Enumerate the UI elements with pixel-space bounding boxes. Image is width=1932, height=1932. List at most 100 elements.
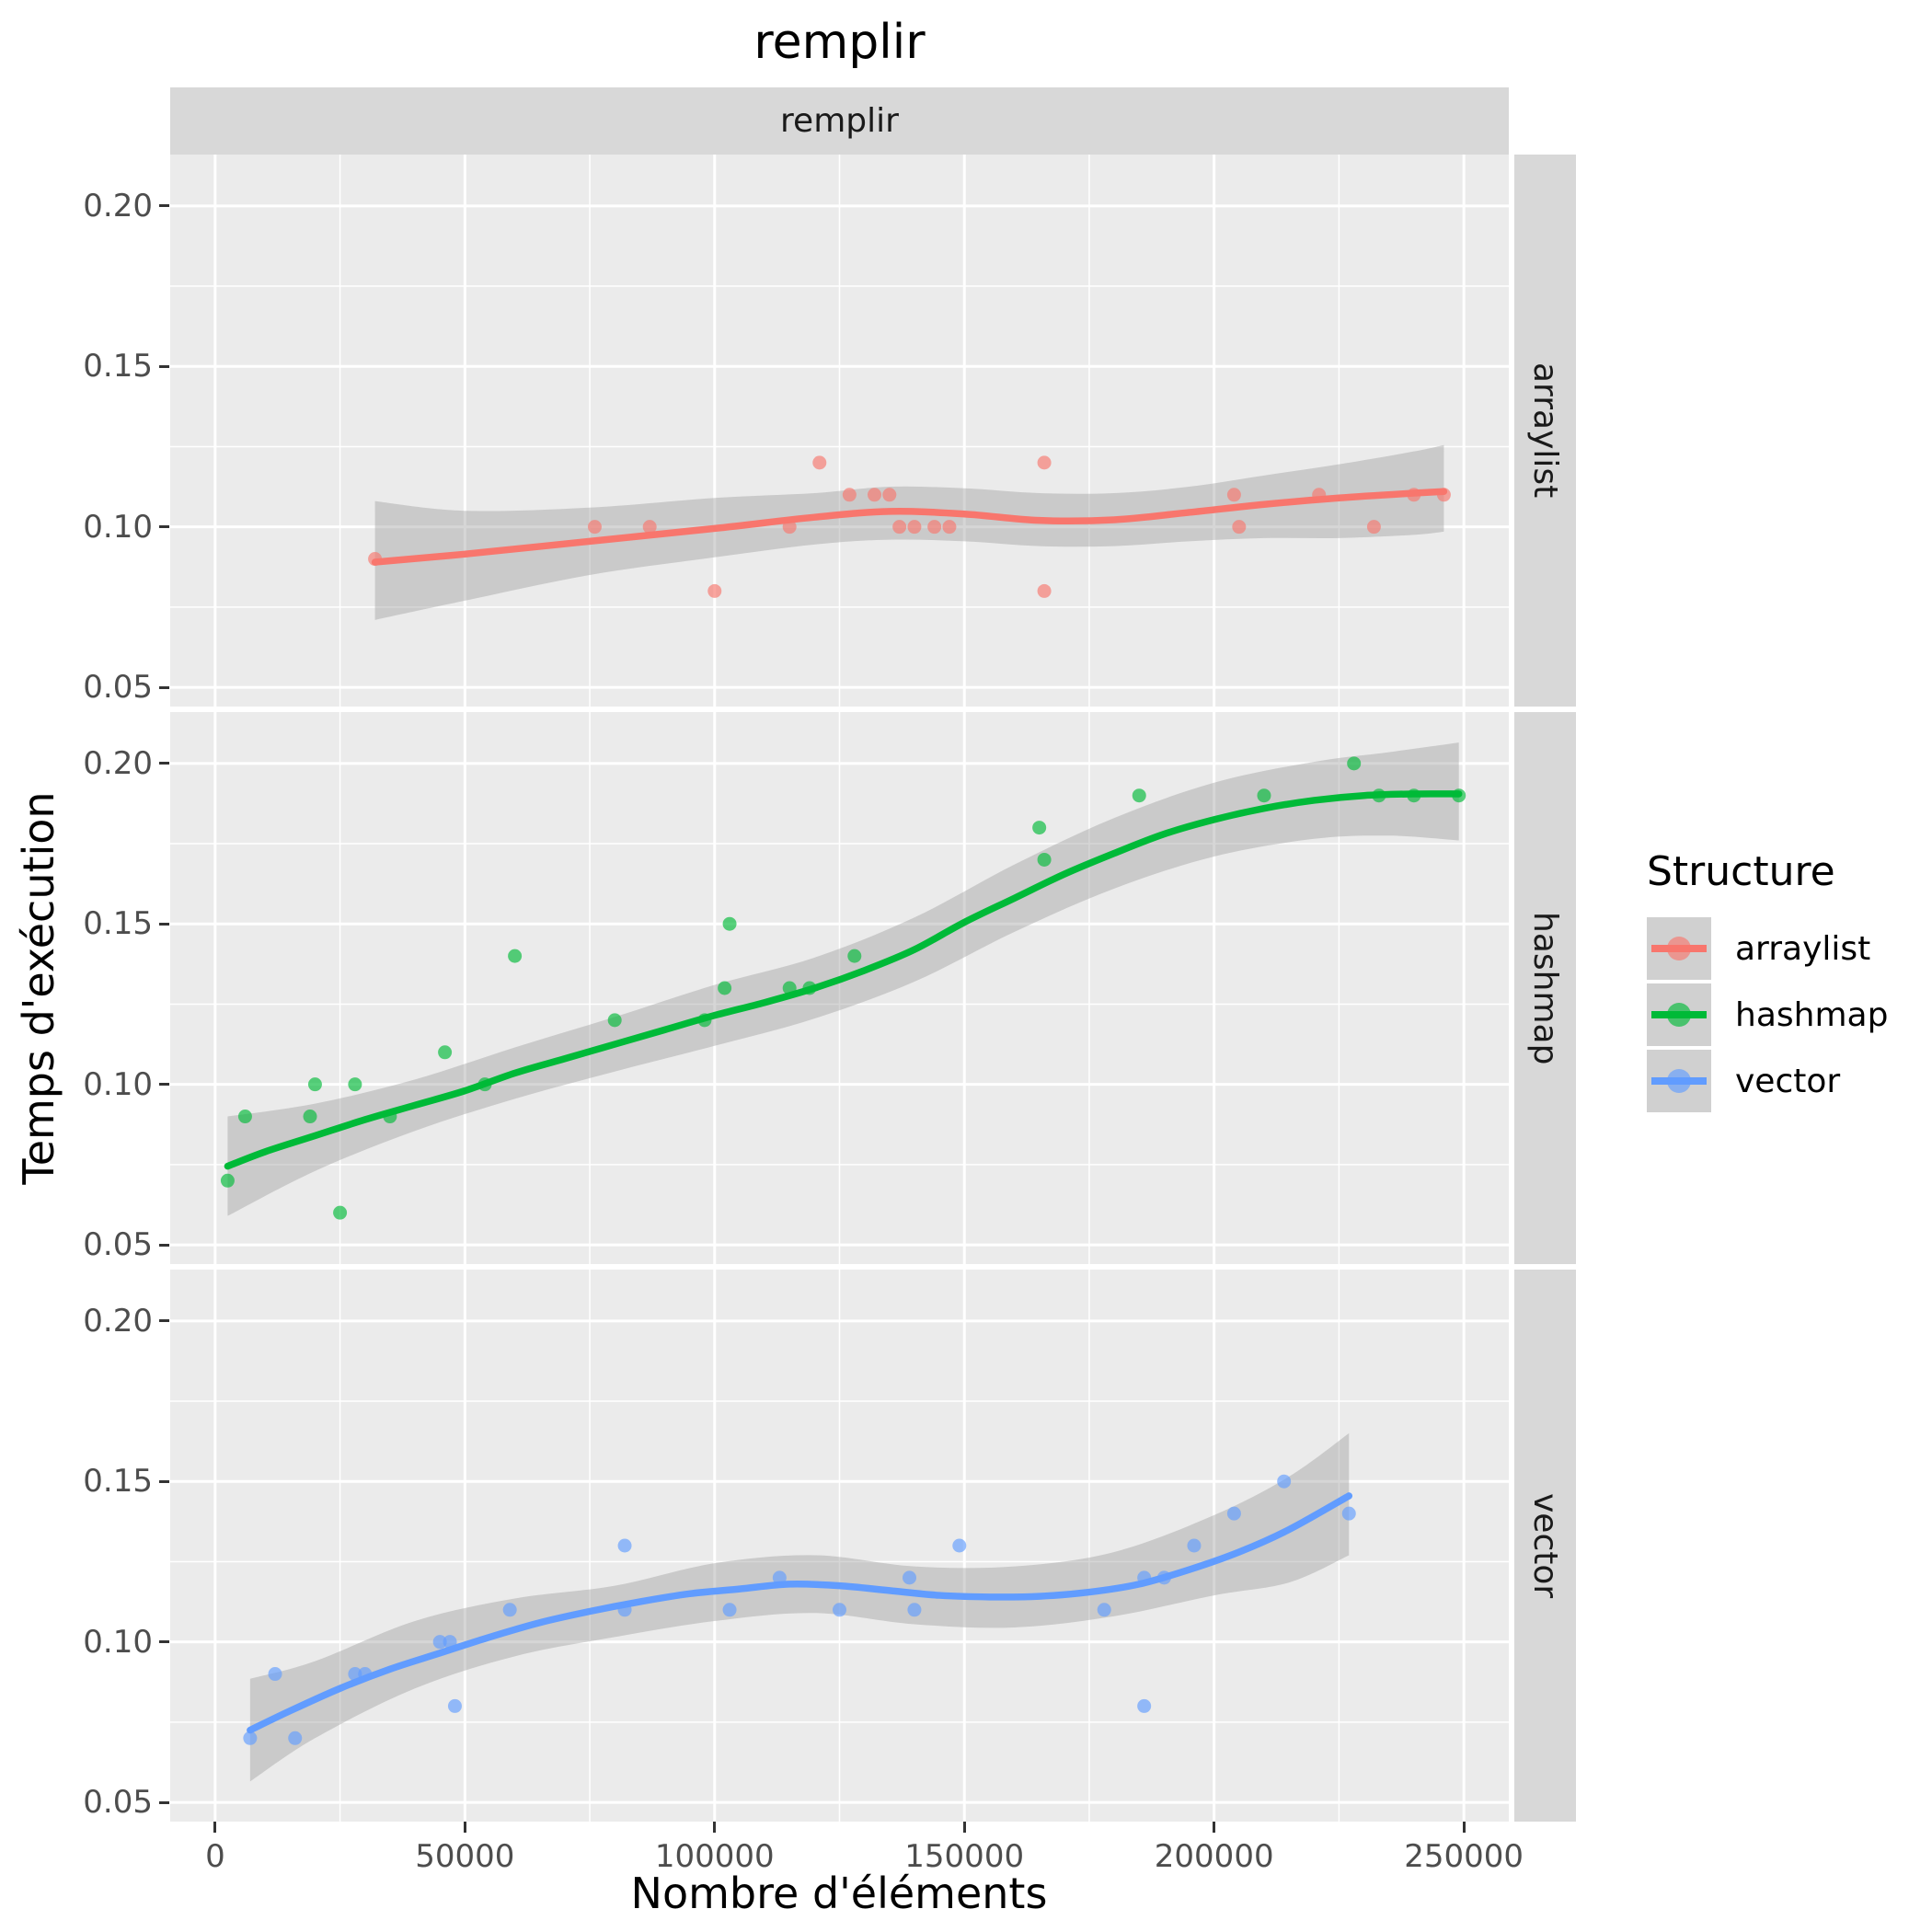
legend-key-arraylist (1647, 917, 1711, 980)
data-point (868, 488, 882, 502)
data-point (447, 1698, 462, 1713)
data-point (368, 552, 383, 567)
data-point (607, 1013, 622, 1028)
x-tick-mark (962, 1822, 966, 1833)
y-tick-mark (159, 525, 169, 529)
data-point (1037, 455, 1052, 470)
data-point (907, 520, 922, 535)
data-point (333, 1205, 348, 1220)
legend-label-hashmap: hashmap (1735, 995, 1889, 1034)
legend-key-hashmap (1647, 983, 1711, 1046)
data-point (443, 1635, 457, 1650)
confidence-ribbon (249, 1432, 1350, 1782)
legend-item-vector: vector (1647, 1050, 1888, 1112)
data-point (383, 1110, 397, 1124)
data-point (1226, 1506, 1241, 1521)
y-tick-mark (159, 685, 169, 689)
data-point (952, 1538, 967, 1553)
y-tick-label: 0.05 (83, 1784, 153, 1822)
data-point (1366, 520, 1381, 535)
data-point (812, 455, 827, 470)
smooth-line (371, 488, 1448, 566)
data-point (833, 1603, 846, 1617)
data-point (1277, 1474, 1292, 1489)
data-point (1232, 520, 1247, 535)
facet-strip-arraylist: arraylist (1514, 155, 1576, 707)
data-point (927, 520, 942, 535)
data-point (1436, 488, 1451, 502)
y-tick-mark (159, 1479, 169, 1483)
data-point (268, 1667, 282, 1682)
y-tick-mark (159, 204, 169, 208)
data-point (358, 1667, 373, 1682)
y-tick-label: 0.05 (83, 1226, 153, 1264)
facet-strip-vector-label: vector (1526, 1492, 1564, 1599)
data-point (617, 1603, 632, 1617)
legend-item-hashmap: hashmap (1647, 983, 1888, 1046)
confidence-ribbon (374, 444, 1444, 620)
data-point (842, 488, 857, 502)
data-point (772, 1570, 787, 1585)
x-axis-title: Nombre d'éléments (630, 1869, 1048, 1918)
x-tick-label: 250000 (1404, 1838, 1524, 1875)
y-tick-label: 0.20 (83, 187, 153, 224)
x-tick-label: 150000 (904, 1838, 1025, 1875)
x-tick-mark (713, 1822, 717, 1833)
data-point (847, 949, 862, 963)
data-point (1097, 1603, 1111, 1617)
data-point (508, 949, 523, 963)
legend: Structure arraylist hashmap vector (1647, 848, 1888, 1116)
data-point (722, 916, 737, 931)
data-point (892, 520, 907, 535)
data-point (642, 520, 657, 535)
data-point (348, 1077, 362, 1092)
panel-canvas-vector (170, 1270, 1509, 1822)
y-tick-label: 0.05 (83, 669, 153, 707)
data-point (303, 1110, 317, 1124)
y-axis-title: Temps d'exécution (14, 791, 63, 1185)
facet-strip-hashmap-label: hashmap (1526, 911, 1564, 1065)
data-point (1037, 852, 1052, 867)
legend-point-swatch (1667, 1069, 1691, 1093)
panel-canvas-arraylist (170, 155, 1509, 707)
legend-point-swatch (1667, 1003, 1691, 1027)
panel-vector (170, 1270, 1509, 1822)
data-point (220, 1173, 235, 1188)
y-tick-mark (159, 1800, 169, 1804)
x-tick-mark (213, 1822, 217, 1833)
legend-label-arraylist: arraylist (1735, 929, 1871, 968)
data-point (1257, 788, 1271, 803)
x-tick-mark (463, 1822, 466, 1833)
data-point (288, 1731, 303, 1745)
data-point (432, 1635, 447, 1650)
x-tick-mark (1462, 1822, 1466, 1833)
y-tick-label: 0.10 (83, 1065, 153, 1103)
y-tick-mark (159, 1319, 169, 1323)
data-point (1407, 488, 1421, 502)
data-point (903, 1570, 917, 1585)
x-tick-mark (1213, 1822, 1216, 1833)
data-point (1452, 788, 1466, 803)
data-point (477, 1077, 492, 1092)
data-point (882, 488, 897, 502)
page-title: remplir (753, 15, 926, 70)
y-tick-label: 0.20 (83, 1302, 153, 1340)
data-point (707, 583, 722, 598)
x-tick-label: 100000 (654, 1838, 775, 1875)
y-tick-mark (159, 762, 169, 765)
data-point (697, 1013, 712, 1028)
data-point (1372, 788, 1386, 803)
legend-key-vector (1647, 1050, 1711, 1112)
y-tick-label: 0.15 (83, 348, 153, 385)
y-tick-mark (159, 1083, 169, 1087)
data-point (1407, 788, 1421, 803)
data-point (1137, 1570, 1152, 1585)
data-point (942, 520, 957, 535)
data-point (348, 1667, 362, 1682)
data-point (782, 520, 797, 535)
data-point (1037, 583, 1052, 598)
panel-arraylist (170, 155, 1509, 707)
data-point (1132, 788, 1146, 803)
data-point (307, 1077, 322, 1092)
